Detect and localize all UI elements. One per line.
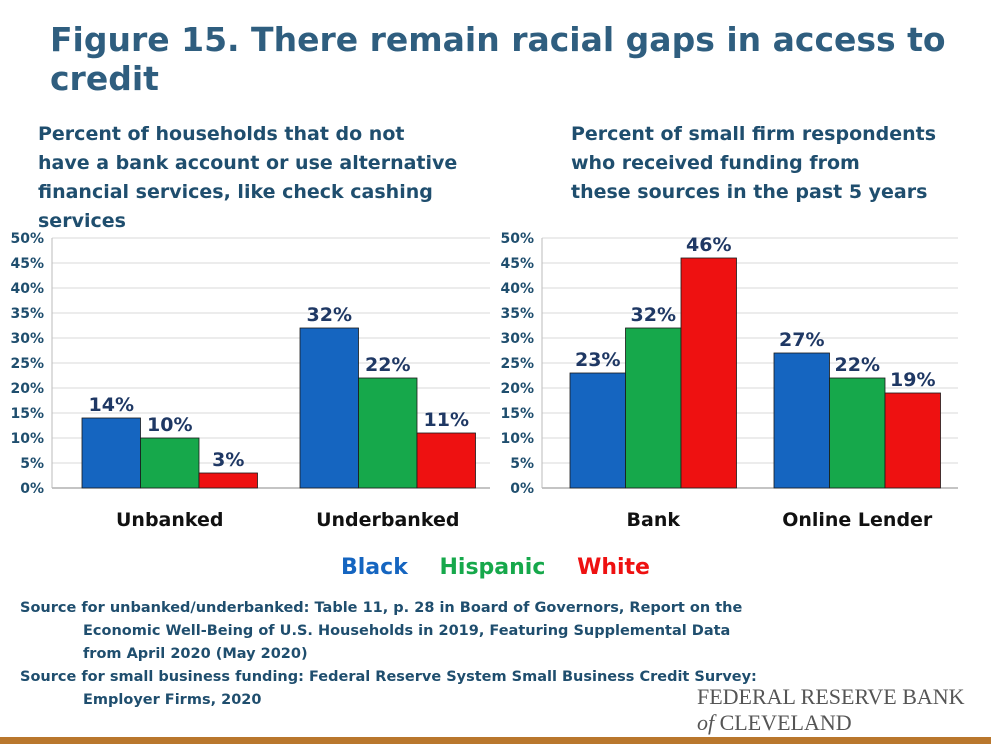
data-label: 46%: [686, 234, 731, 256]
legend-hispanic: Hispanic: [439, 555, 546, 580]
chart-1-title-line: Percent of households that do not: [38, 123, 405, 145]
data-label: 19%: [890, 369, 935, 391]
data-label: 32%: [631, 304, 676, 326]
source-line: Source for unbanked/underbanked: Table 1…: [20, 600, 743, 616]
category-label: Bank: [627, 509, 681, 531]
y-tick-label: 30%: [500, 331, 534, 347]
bar-hispanic-unbanked: [140, 437, 200, 489]
chart-2-title-line: Percent of small firm respondents: [571, 123, 937, 145]
category-label: Underbanked: [316, 509, 459, 531]
source-line: Source for small business funding: Feder…: [20, 669, 757, 685]
y-tick-label: 20%: [10, 381, 44, 397]
logo-line-1: FEDERAL RESERVE BANK: [697, 684, 965, 709]
bar-hispanic-underbanked: [358, 377, 418, 489]
y-tick-label: 15%: [10, 406, 44, 422]
page-title: Figure 15. There remain racial gaps in a…: [50, 20, 946, 98]
legend-white: White: [577, 555, 650, 580]
chart-2-title-line: who received funding from: [571, 152, 860, 174]
bar-hispanic-online-lender: [829, 377, 886, 489]
data-label: 3%: [212, 449, 244, 471]
bar-black-online-lender: [773, 352, 830, 489]
y-tick-label: 25%: [500, 356, 534, 372]
bar-black-bank: [569, 372, 626, 489]
y-tick-label: 30%: [10, 331, 44, 347]
data-label: 22%: [365, 354, 410, 376]
y-tick-label: 10%: [10, 431, 44, 447]
y-tick-label: 15%: [500, 406, 534, 422]
y-tick-label: 0%: [20, 481, 44, 497]
chart-1-title-line: have a bank account or use alternative: [38, 152, 458, 174]
category-label: Online Lender: [782, 509, 933, 531]
data-label: 23%: [575, 349, 620, 371]
sources: Source for unbanked/underbanked: Table 1…: [20, 597, 757, 712]
y-tick-label: 5%: [20, 456, 44, 472]
data-label: 27%: [779, 329, 824, 351]
y-tick-label: 45%: [10, 256, 44, 272]
logo-line-2: of CLEVELAND: [697, 710, 965, 736]
y-tick-label: 45%: [500, 256, 534, 272]
y-tick-label: 35%: [500, 306, 534, 322]
bar-hispanic-bank: [625, 327, 682, 489]
y-tick-label: 50%: [500, 231, 534, 247]
logo-cleveland: CLEVELAND: [719, 710, 852, 735]
bar-white-bank: [680, 257, 737, 489]
data-label: 11%: [424, 409, 469, 431]
chart-2-title-line: these sources in the past 5 years: [571, 181, 928, 203]
y-tick-label: 40%: [500, 281, 534, 297]
data-label: 22%: [835, 354, 880, 376]
chart-1-title-line: financial services, like check cashing s…: [38, 181, 433, 232]
chart-1-title: Percent of households that do not have a…: [38, 120, 518, 236]
logo-of: of: [697, 710, 715, 735]
bar-white-underbanked: [416, 432, 476, 489]
legend: Black Hispanic White: [0, 555, 991, 580]
y-tick-label: 0%: [510, 481, 534, 497]
y-tick-label: 35%: [10, 306, 44, 322]
y-tick-label: 20%: [500, 381, 534, 397]
category-label: Unbanked: [116, 509, 224, 531]
y-tick-label: 25%: [10, 356, 44, 372]
bar-white-unbanked: [198, 472, 258, 489]
y-tick-label: 50%: [10, 231, 44, 247]
source-line: Employer Firms, 2020: [83, 692, 262, 708]
source-line: from April 2020 (May 2020): [83, 646, 308, 662]
bottom-bar: [0, 737, 991, 744]
y-tick-label: 5%: [510, 456, 534, 472]
data-label: 14%: [89, 394, 134, 416]
data-label: 32%: [307, 304, 352, 326]
y-tick-label: 40%: [10, 281, 44, 297]
bar-black-unbanked: [81, 417, 141, 489]
y-tick-label: 10%: [500, 431, 534, 447]
bar-white-online-lender: [884, 392, 941, 489]
data-label: 10%: [147, 414, 192, 436]
legend-black: Black: [341, 555, 408, 580]
bar-black-underbanked: [299, 327, 359, 489]
fed-logo: FEDERAL RESERVE BANK of CLEVELAND: [697, 684, 965, 736]
chart-2-title: Percent of small firm respondents who re…: [571, 120, 971, 207]
source-line: Economic Well-Being of U.S. Households i…: [83, 623, 731, 639]
